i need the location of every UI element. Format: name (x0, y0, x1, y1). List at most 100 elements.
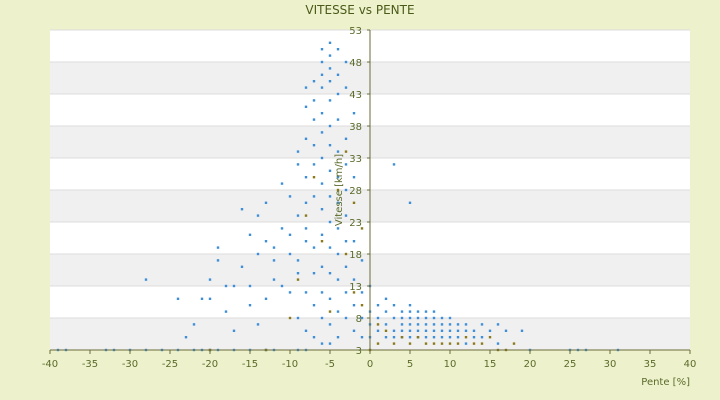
data-point (320, 112, 324, 115)
data-point (488, 336, 492, 339)
data-point (496, 342, 500, 345)
data-point (416, 316, 420, 320)
data-point (344, 60, 348, 64)
data-point (328, 124, 332, 128)
data-point (464, 342, 468, 345)
x-tick-label: 10 (444, 359, 457, 370)
data-point (328, 195, 332, 198)
data-point (288, 252, 292, 256)
data-point (424, 342, 428, 345)
data-point (352, 329, 356, 332)
data-point (408, 323, 412, 326)
data-point (312, 163, 316, 166)
data-point (328, 99, 332, 102)
data-point (328, 310, 332, 313)
x-tick-label: -10 (282, 359, 298, 370)
data-point (352, 112, 356, 115)
data-point (384, 297, 388, 300)
data-point (320, 156, 324, 160)
data-point (184, 336, 188, 339)
data-point (312, 144, 316, 147)
axes (49, 29, 691, 354)
data-point (432, 310, 436, 313)
data-point (456, 342, 460, 345)
data-point (328, 246, 332, 249)
data-point (312, 336, 316, 339)
data-point (328, 342, 332, 345)
x-tick-label: -40 (42, 359, 58, 370)
y-tick-label: 3 (356, 346, 362, 357)
data-point (320, 316, 324, 320)
x-tick-label: -25 (162, 359, 178, 370)
chart-title: VITESSE vs PENTE (305, 3, 414, 17)
data-point (352, 291, 356, 294)
data-point (312, 176, 316, 179)
data-point (456, 336, 460, 339)
data-point (280, 284, 284, 288)
data-point (352, 304, 356, 307)
data-point (328, 144, 332, 147)
data-point (376, 342, 380, 345)
x-tick-label: -5 (325, 359, 335, 370)
data-point (288, 291, 292, 294)
data-point (216, 259, 220, 262)
data-point (344, 150, 348, 153)
data-point (384, 310, 388, 313)
x-tick-label: 35 (644, 359, 657, 370)
data-point (232, 284, 236, 288)
data-point (256, 252, 260, 256)
x-tick-label: 30 (604, 359, 617, 370)
data-point (336, 252, 340, 256)
data-point (272, 246, 276, 249)
data-point (376, 316, 380, 320)
data-point (392, 329, 396, 332)
data-point (200, 297, 204, 300)
data-point (312, 272, 316, 275)
y-tick-label: 48 (349, 58, 362, 69)
data-point (352, 201, 356, 204)
data-point (376, 323, 380, 326)
data-point (328, 41, 332, 44)
data-point (336, 48, 340, 51)
y-tick-label: 38 (349, 122, 362, 133)
data-point (344, 291, 348, 294)
data-point (472, 329, 476, 332)
data-point (312, 118, 316, 121)
data-point (336, 118, 340, 121)
data-point (208, 297, 212, 300)
data-point (400, 336, 404, 339)
data-point (304, 201, 308, 204)
data-point (304, 214, 308, 217)
data-point (424, 310, 428, 313)
data-point (416, 310, 420, 313)
data-point (344, 240, 348, 243)
data-point (424, 316, 428, 320)
data-point (360, 291, 364, 294)
data-point (440, 316, 444, 320)
data-point (328, 80, 332, 83)
data-point (480, 342, 484, 345)
data-point (280, 182, 284, 185)
data-point (408, 336, 412, 339)
data-point (288, 316, 292, 320)
y-tick-label: 23 (349, 218, 362, 229)
data-point (344, 214, 348, 217)
data-point (264, 240, 268, 243)
data-point (448, 336, 452, 339)
data-point (360, 227, 364, 230)
data-point (520, 329, 524, 332)
x-tick-label: 15 (484, 359, 497, 370)
data-point (304, 227, 308, 230)
data-point (296, 163, 300, 166)
data-point (224, 310, 228, 313)
data-point (312, 195, 316, 198)
data-point (320, 265, 324, 268)
y-axis-label: Vitesse [km/h] (334, 154, 345, 226)
data-point (336, 150, 340, 153)
data-point (456, 329, 460, 332)
data-point (296, 272, 300, 275)
data-point (432, 329, 436, 332)
data-point (440, 323, 444, 326)
y-tick-label: 53 (349, 26, 362, 37)
